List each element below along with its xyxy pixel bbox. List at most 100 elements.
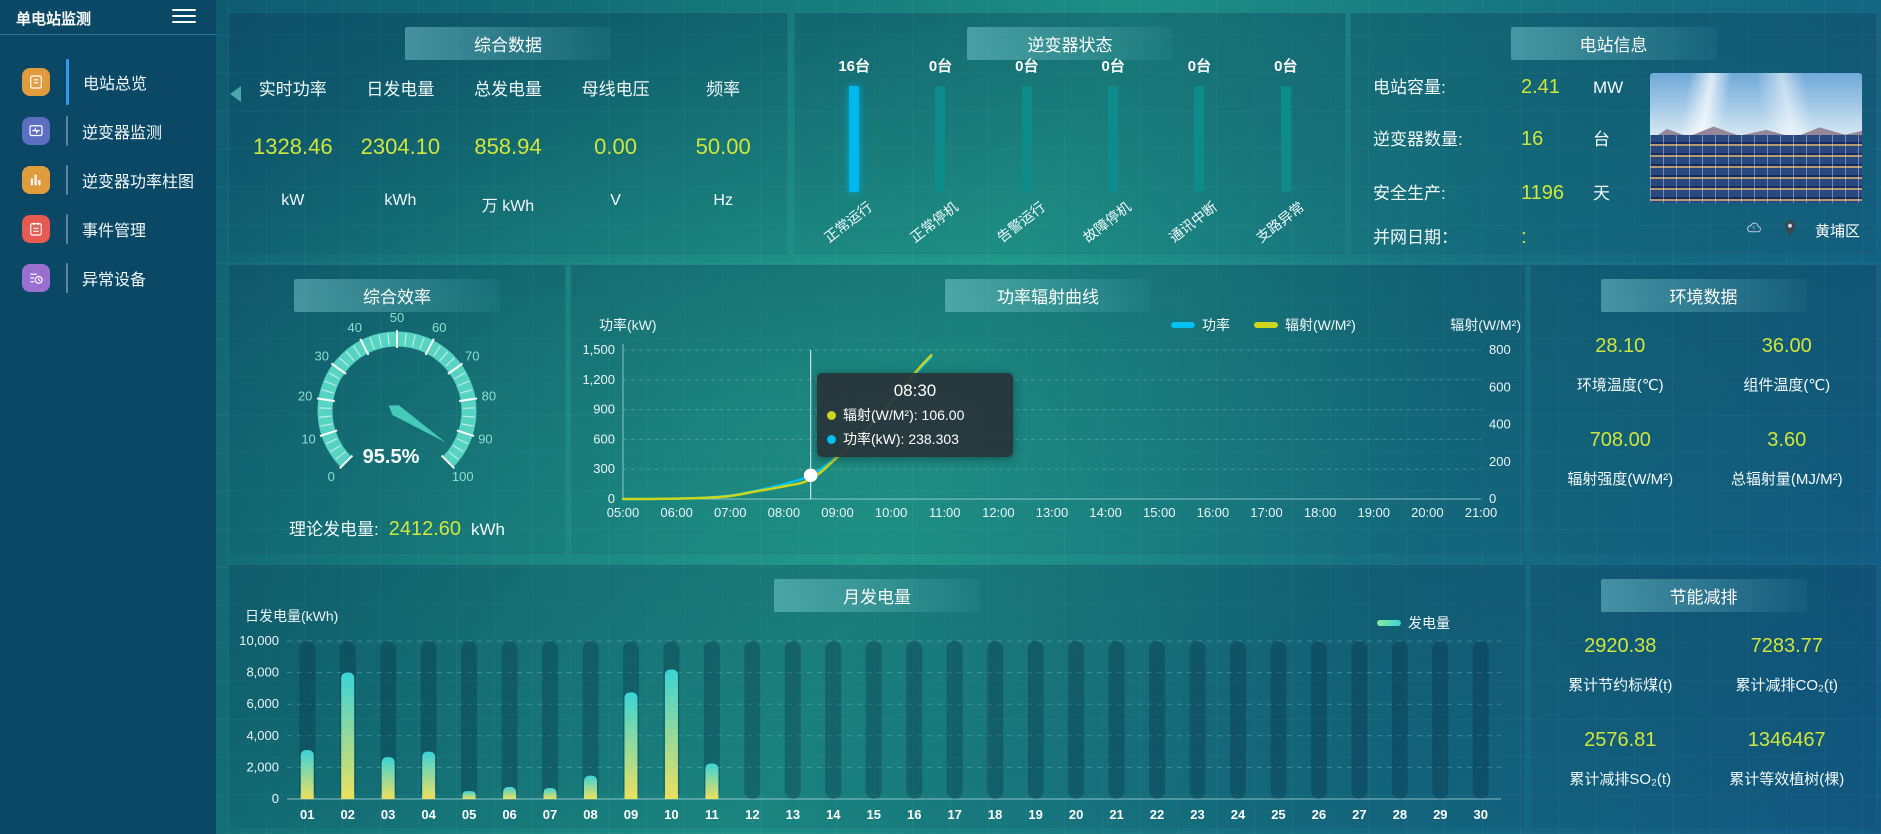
svg-text:300: 300: [593, 461, 615, 476]
station-info-row: 安全生产: 1196 天: [1373, 179, 1610, 205]
svg-text:?: ?: [1752, 226, 1755, 232]
sidebar-item-label: 事件管理: [82, 222, 147, 240]
cloud-weather-icon[interactable]: ?: [1743, 219, 1765, 242]
active-indicator: [66, 58, 69, 105]
chart-legend: 功率 辐射(W/M²): [1171, 315, 1356, 335]
svg-text:30: 30: [315, 348, 329, 363]
legend-item[interactable]: 辐射(W/M²): [1254, 315, 1356, 335]
tooltip-row: 辐射(W/M²): 106.00: [827, 405, 1003, 425]
inverter-status-bar: [935, 86, 946, 192]
legend-label: 发电量: [1408, 615, 1450, 631]
inverter-status-label: 告警运行: [993, 198, 1048, 246]
svg-text:20: 20: [298, 388, 312, 403]
svg-text:80: 80: [482, 388, 496, 403]
inverter-count: 0台: [1274, 58, 1298, 75]
event-note-icon: [22, 214, 50, 243]
svg-text:02: 02: [340, 807, 354, 822]
legend-swatch: [1171, 322, 1195, 328]
metric-cell: 28.10 环境温度(℃): [1537, 335, 1704, 395]
environment-metrics: 28.10 环境温度(℃) 36.00 组件温度(℃) 708.00 辐射强度(W/M²)…: [1537, 335, 1870, 489]
station-info-value: 2.41: [1521, 76, 1560, 98]
metric-unit: kWh: [384, 192, 417, 209]
sidebar-item-inverter-power-bars[interactable]: 逆变器功率柱图: [0, 155, 216, 204]
sidebar-item-abnormal-devices[interactable]: 异常设备: [0, 253, 216, 302]
svg-text:0: 0: [328, 469, 335, 484]
panel-title: 逆变器状态: [967, 27, 1173, 60]
svg-text:05: 05: [462, 807, 476, 822]
theoretical-generation-row: 理论发电量: 2412.60 kWh: [288, 518, 506, 540]
svg-text:1,200: 1,200: [582, 372, 615, 387]
metric-label: 日发电量: [366, 80, 435, 99]
legend-item[interactable]: 功率: [1171, 315, 1230, 335]
collapse-panel-arrow-icon[interactable]: [230, 86, 241, 102]
efficiency-gauge-chart: 0 10 20 30 40 50 60 70 80 90 100 95.5%: [298, 310, 496, 484]
inverter-status-col: 0台 通讯中断: [1156, 55, 1242, 247]
metric-cell: 36.00 组件温度(℃): [1704, 335, 1871, 395]
svg-text:16:00: 16:00: [1197, 505, 1230, 520]
svg-text:800: 800: [1489, 342, 1511, 357]
svg-text:10: 10: [664, 807, 678, 822]
metric-cell: 2920.38 累计节约标煤(t): [1537, 635, 1704, 695]
inverter-status-bar: [1280, 86, 1291, 192]
svg-text:23: 23: [1190, 807, 1204, 822]
tooltip-text: 辐射(W/M²): 106.00: [843, 407, 965, 423]
svg-text:07: 07: [543, 807, 557, 822]
metric-value: 858.94: [474, 134, 542, 159]
menu-toggle-icon[interactable]: [172, 9, 196, 25]
svg-text:19: 19: [1028, 807, 1042, 822]
inverter-status-columns: 16台 正常运行 0台 正常停机 0台 告警运行 0台 故障停机 0台 通讯中断 0台 支路异常: [811, 55, 1329, 247]
station-info-unit: MW: [1593, 78, 1624, 97]
svg-text:辐射(W/M²): 辐射(W/M²): [1450, 317, 1521, 333]
inverter-status-col: 0台 故障停机: [1070, 55, 1156, 247]
chart-legend: 发电量: [1377, 613, 1450, 633]
svg-text:功率(kW): 功率(kW): [599, 317, 657, 333]
svg-text:10: 10: [301, 432, 315, 447]
metric-cell: 3.60 总辐射量(MJ/M²): [1704, 429, 1871, 489]
inverter-status-bar: [1108, 86, 1119, 192]
metric-value: 2576.81: [1584, 729, 1657, 751]
metric-label: 累计减排CO₂(t): [1735, 677, 1838, 694]
inverter-status-col: 0台 支路异常: [1243, 55, 1329, 247]
station-info-label: 安全生产:: [1373, 184, 1446, 203]
sidebar-item-event-management[interactable]: 事件管理: [0, 204, 216, 253]
inverter-count: 0台: [1187, 58, 1212, 75]
svg-text:29: 29: [1433, 807, 1447, 822]
panel-title: 综合效率: [294, 279, 500, 312]
svg-text:27: 27: [1352, 807, 1366, 822]
active-indicator: [66, 164, 68, 195]
svg-text:15:00: 15:00: [1143, 505, 1176, 520]
active-indicator: [66, 262, 68, 293]
panel-energy-saving: 节能减排 2920.38 累计节约标煤(t) 7283.77 累计减排CO₂(t) 25…: [1530, 564, 1877, 828]
svg-text:30: 30: [1474, 807, 1488, 822]
svg-text:40: 40: [348, 320, 362, 335]
svg-text:03: 03: [381, 807, 395, 822]
metric-value: 2920.38: [1584, 635, 1657, 657]
metric-value: 708.00: [1589, 429, 1651, 451]
svg-text:6,000: 6,000: [246, 696, 279, 711]
series-dot-icon: [827, 410, 836, 420]
metric-label: 累计等效植树(棵): [1729, 771, 1845, 788]
panel-inverter-status: 逆变器状态 16台 正常运行 0台 正常停机 0台 告警运行 0台 故障停机 0台 通讯中断 0台支…: [794, 12, 1346, 254]
sidebar-item-inverter-monitor[interactable]: 逆变器监测: [0, 106, 216, 155]
sidebar-item-station-overview[interactable]: 电站总览: [0, 57, 216, 106]
svg-text:06:00: 06:00: [660, 505, 693, 520]
station-info-row: 逆变器数量: 16 台: [1373, 125, 1610, 151]
inverter-status-col: 0台 正常停机: [897, 55, 983, 247]
svg-text:20:00: 20:00: [1411, 505, 1444, 520]
svg-text:21:00: 21:00: [1465, 505, 1498, 520]
station-location: 黄埔区: [1814, 223, 1860, 240]
svg-text:21: 21: [1109, 807, 1123, 822]
metric-value: 50.00: [695, 134, 751, 159]
inverter-status-label: 正常停机: [907, 198, 962, 246]
metric-value: 0.00: [594, 134, 637, 159]
inverter-count: 0台: [1015, 58, 1039, 75]
legend-item[interactable]: 发电量: [1377, 613, 1450, 633]
svg-text:10,000: 10,000: [239, 633, 279, 648]
metric-value: 1328.46: [253, 134, 333, 159]
svg-text:25: 25: [1271, 807, 1285, 822]
sidebar-nav: 电站总览逆变器监测逆变器功率柱图事件管理异常设备: [0, 35, 216, 302]
svg-text:24: 24: [1231, 807, 1246, 822]
metric-label: 累计节约标煤(t): [1568, 677, 1673, 694]
panel-monthly-generation: 月发电量 0 2,000 4,000 6,000 8,000 10,000 日发电量(kWh…: [228, 564, 1526, 828]
sidebar-item-label: 逆变器监测: [82, 124, 163, 142]
